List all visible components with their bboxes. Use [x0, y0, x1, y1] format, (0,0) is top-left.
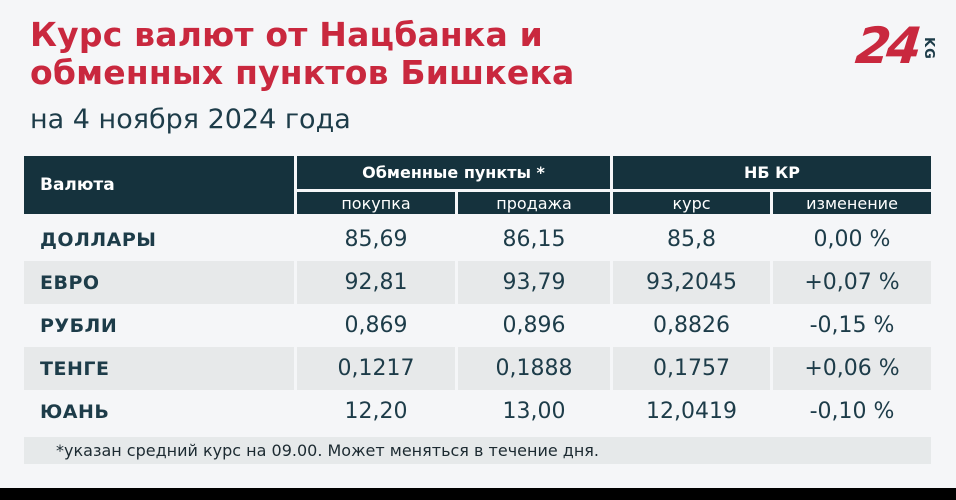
cell-nbkr-rate: 12,0419: [613, 390, 770, 433]
page-title: Курс валют от Нацбанка и обменных пункто…: [30, 15, 575, 92]
col-subheader-change: изменение: [773, 192, 931, 214]
cell-rate-change: +0,07 %: [773, 261, 931, 304]
cell-currency-name: ДОЛЛАРЫ: [24, 218, 294, 261]
cell-sell-rate: 93,79: [458, 261, 610, 304]
cell-buy-rate: 12,20: [297, 390, 455, 433]
col-group-national-bank: НБ КР: [613, 156, 931, 189]
cell-sell-rate: 86,15: [458, 218, 610, 261]
cell-sell-rate: 0,896: [458, 304, 610, 347]
cell-buy-rate: 0,1217: [297, 347, 455, 390]
24kg-logo: 24 KG: [853, 17, 936, 75]
cell-sell-rate: 0,1888: [458, 347, 610, 390]
cell-rate-change: +0,06 %: [773, 347, 931, 390]
cell-buy-rate: 85,69: [297, 218, 455, 261]
col-subheader-buy: покупка: [297, 192, 455, 214]
page-subtitle: на 4 ноября 2024 года: [30, 104, 351, 135]
cell-rate-change: -0,10 %: [773, 390, 931, 433]
cell-currency-name: РУБЛИ: [24, 304, 294, 347]
cell-buy-rate: 92,81: [297, 261, 455, 304]
cell-currency-name: ЮАНЬ: [24, 390, 294, 433]
cell-currency-name: ТЕНГЕ: [24, 347, 294, 390]
bottom-black-bar: [0, 488, 956, 500]
cell-buy-rate: 0,869: [297, 304, 455, 347]
table-footnote: *указан средний курс на 09.00. Может мен…: [24, 437, 931, 464]
cell-rate-change: 0,00 %: [773, 218, 931, 261]
cell-nbkr-rate: 85,8: [613, 218, 770, 261]
logo-24-mark: 24: [853, 17, 922, 75]
cell-nbkr-rate: 0,1757: [613, 347, 770, 390]
cell-sell-rate: 13,00: [458, 390, 610, 433]
table-body: ДОЛЛАРЫ 85,69 86,15 85,8 0,00 % ЕВРО 92,…: [24, 218, 931, 433]
col-subheader-sell: продажа: [458, 192, 610, 214]
cell-nbkr-rate: 93,2045: [613, 261, 770, 304]
cell-nbkr-rate: 0,8826: [613, 304, 770, 347]
cell-rate-change: -0,15 %: [773, 304, 931, 347]
col-group-exchange-offices: Обменные пункты *: [297, 156, 610, 189]
cell-currency-name: ЕВРО: [24, 261, 294, 304]
currency-rates-table: Валюта Обменные пункты * НБ КР покупка п…: [24, 156, 931, 464]
col-header-currency: Валюта: [24, 156, 294, 214]
table-header: Валюта Обменные пункты * НБ КР покупка п…: [24, 156, 931, 214]
logo-kg-mark: KG: [921, 37, 936, 60]
col-subheader-rate: курс: [613, 192, 770, 214]
